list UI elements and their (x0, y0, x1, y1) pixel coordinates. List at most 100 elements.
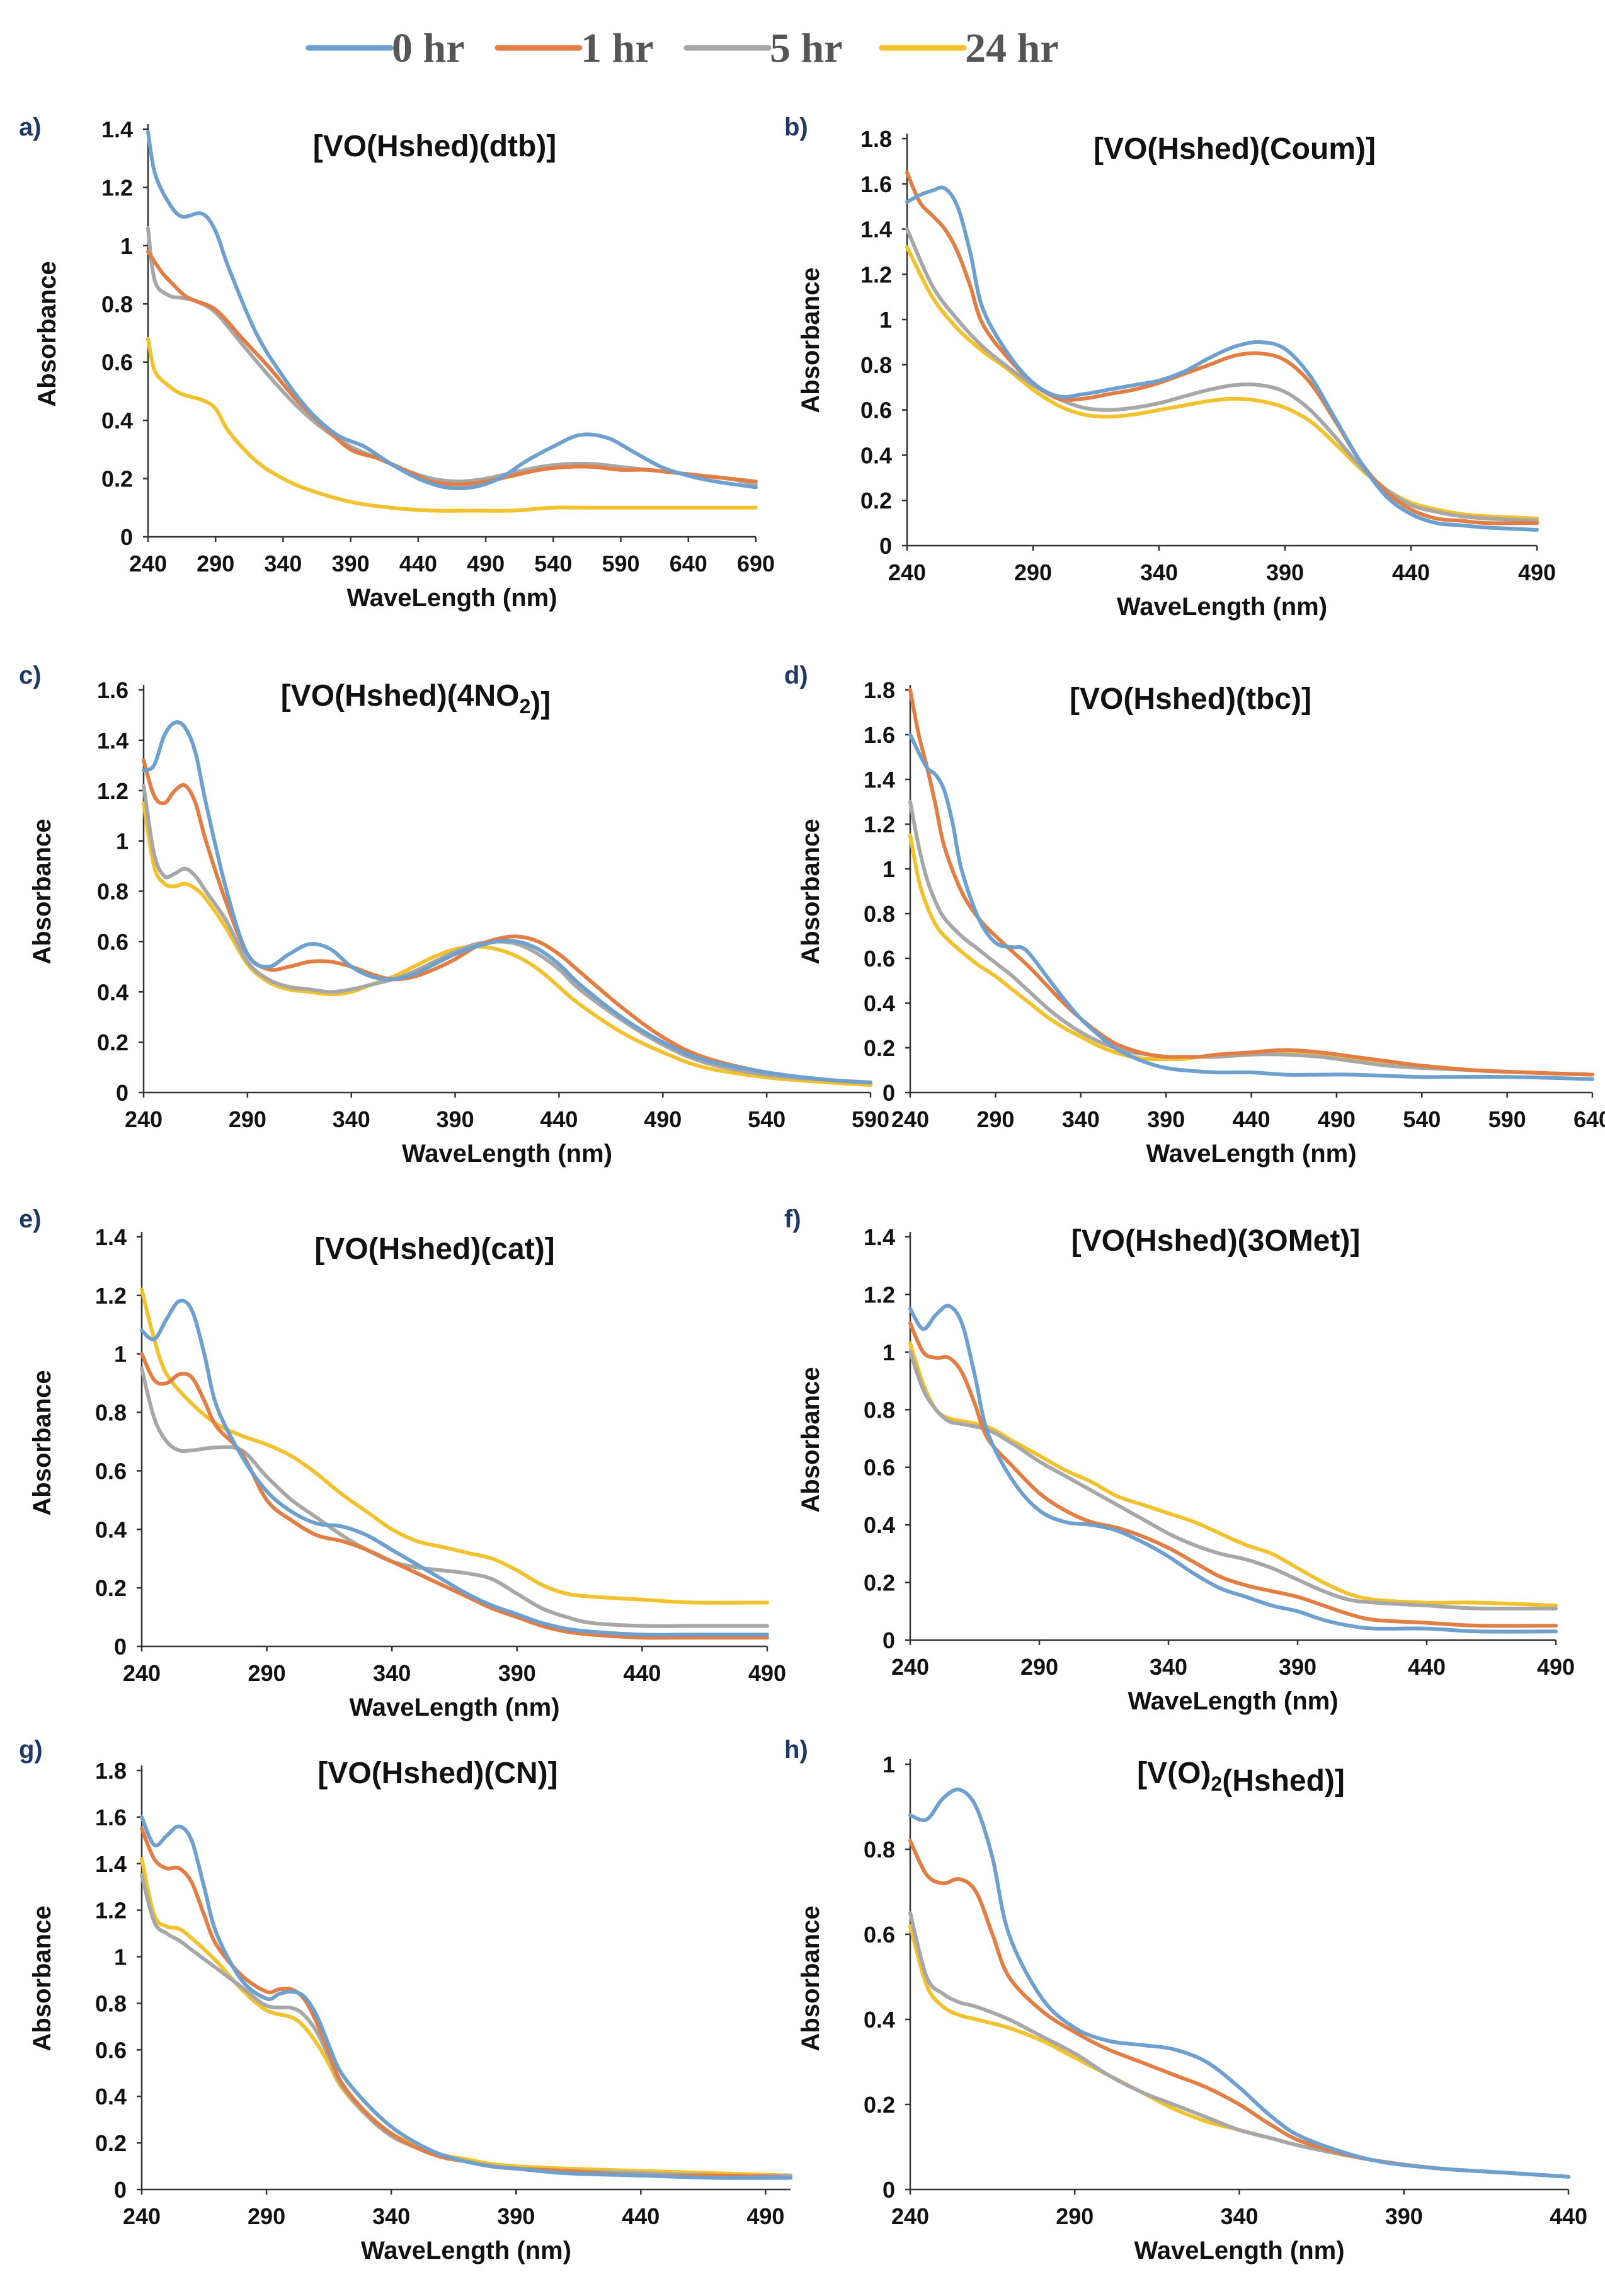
y-tick-label: 1.6 (97, 677, 129, 703)
chart-panel: f) [VO(Hshed)(3OMet)] 0 0.2 0.4 0.6 0.8 1 1.2 1.4… (784, 1205, 1575, 1715)
x-tick-label: 540 (534, 551, 572, 577)
legend-label: 1 hr (581, 25, 654, 71)
y-tick-label: 1.2 (864, 1282, 895, 1307)
y-tick-label: 1.6 (95, 1805, 127, 1830)
legend-item: 1 hr (494, 25, 654, 71)
y-tick-label: 1.8 (95, 1758, 127, 1784)
y-tick-label: 0.2 (95, 2130, 127, 2156)
panel-letter: e) (19, 1205, 42, 1233)
series-line-1hr (140, 1827, 792, 2180)
x-tick-label: 290 (1014, 560, 1052, 585)
x-tick-label: 240 (888, 560, 926, 585)
x-tick-label: 490 (1318, 1106, 1356, 1132)
y-tick-label: 0.2 (864, 1570, 895, 1596)
y-tick-label: 0.6 (97, 929, 129, 955)
series-line-24hr (908, 1924, 1570, 2179)
series-line-0hr (140, 1815, 792, 2180)
y-tick-label: 1.2 (101, 175, 133, 200)
y-axis-label: Absorbance (797, 267, 825, 413)
series-line-0hr (908, 1788, 1570, 2179)
chart-title: [VO(Hshed)(3OMet)] (1071, 1224, 1361, 1258)
y-tick-label: 0 (114, 1634, 127, 1660)
y-tick-label: 1.4 (864, 1224, 895, 1250)
x-tick-label: 390 (498, 1660, 536, 1686)
y-tick-label: 0.2 (95, 1575, 127, 1601)
y-axis-label: Absorbance (797, 1367, 825, 1512)
y-tick-label: 1 (114, 1341, 127, 1367)
y-tick-label: 0.2 (860, 488, 892, 514)
y-tick-label: 0.8 (95, 1400, 127, 1426)
x-tick-label: 340 (373, 1660, 411, 1686)
legend-item: 5 hr (683, 25, 843, 71)
y-tick-label: 1 (120, 233, 133, 259)
y-axis-label: Absorbance (28, 1370, 56, 1515)
x-tick-label: 490 (746, 2203, 784, 2229)
y-tick-label: 0.8 (864, 901, 895, 927)
x-tick-label: 340 (1150, 1654, 1187, 1680)
panel-letter: c) (19, 662, 42, 689)
y-tick-label: 0.4 (864, 990, 895, 1016)
series-line-5hr (908, 1350, 1558, 1611)
x-tick-label: 390 (437, 1106, 474, 1132)
x-tick-label: 390 (1147, 1106, 1185, 1132)
y-tick-label: 0.8 (864, 1397, 895, 1423)
y-tick-label: 0.4 (97, 979, 129, 1005)
x-tick-label: 440 (623, 1660, 661, 1686)
chart-title: [VO(Hshed)(CN)] (317, 1757, 557, 1790)
y-tick-label: 0.4 (864, 1512, 895, 1538)
y-axis-label: Absorbance (28, 1905, 56, 2051)
y-tick-label: 1 (882, 856, 895, 882)
x-tick-label: 290 (976, 1106, 1014, 1132)
y-tick-label: 0.2 (864, 1035, 895, 1061)
x-tick-label: 490 (467, 551, 505, 577)
panel-letter: g) (19, 1736, 43, 1764)
x-tick-label: 690 (737, 551, 775, 577)
y-tick-label: 0.6 (95, 1458, 127, 1484)
x-tick-label: 590 (1488, 1106, 1526, 1132)
panel-letter: a) (19, 113, 42, 141)
x-tick-label: 490 (644, 1106, 682, 1132)
y-axis-label: Absorbance (797, 1905, 825, 2051)
y-tick-label: 1 (116, 829, 129, 854)
series-line-1hr (908, 688, 1594, 1077)
y-tick-label: 0 (882, 1627, 895, 1653)
chart-panel: d) [VO(Hshed)(tbc)] 0 0.2 0.4 0.6 0.8 1 1.2 1.4 1.… (784, 662, 1605, 1168)
y-tick-label: 1.6 (864, 722, 895, 748)
x-tick-label: 290 (197, 551, 234, 577)
chart-title: [VO(Hshed)(dtb)] (313, 130, 557, 163)
x-tick-label: 490 (748, 1660, 786, 1686)
y-tick-label: 0.4 (95, 2084, 127, 2109)
series-line-0hr (908, 733, 1594, 1081)
x-tick-label: 440 (1408, 1654, 1446, 1680)
y-tick-label: 0 (882, 1080, 895, 1106)
x-tick-label: 240 (123, 1660, 161, 1686)
series-line-24hr (140, 1287, 769, 1605)
y-tick-label: 0.4 (101, 408, 133, 433)
x-tick-label: 390 (1266, 560, 1304, 585)
x-tick-label: 440 (1232, 1106, 1270, 1132)
panel-letter: d) (784, 662, 808, 689)
x-tick-label: 440 (540, 1106, 578, 1132)
series-line-5hr (142, 783, 872, 1084)
x-tick-label: 240 (129, 551, 167, 577)
chart-panel: b) [VO(Hshed)(Coum)] 0 0.2 0.4 0.6 0.8 1 1.2 1.4 1… (784, 113, 1556, 621)
chart-panel: e) [VO(Hshed)(cat)] 0 0.2 0.4 0.6 0.8 1 1.2 1.4 24… (19, 1205, 786, 1721)
series-line-24hr (142, 801, 872, 1087)
y-tick-label: 0.6 (864, 946, 895, 972)
y-tick-label: 0.4 (860, 442, 892, 468)
x-tick-label: 390 (332, 551, 370, 577)
series-line-1hr (146, 250, 758, 486)
series-line-5hr (908, 800, 1594, 1077)
x-tick-label: 290 (248, 1660, 286, 1686)
y-tick-label: 1 (879, 307, 892, 333)
y-tick-label: 1.4 (860, 217, 892, 243)
y-tick-label: 0.8 (860, 352, 892, 378)
y-tick-label: 0.6 (864, 1922, 895, 1948)
x-tick-label: 540 (1403, 1106, 1441, 1132)
y-tick-label: 1.4 (97, 728, 129, 754)
y-axis-label: Absorbance (797, 818, 825, 964)
y-tick-label: 0 (116, 1080, 129, 1106)
series-line-0hr (142, 720, 872, 1084)
y-tick-label: 1.4 (95, 1851, 127, 1877)
x-axis-label: WaveLength (nm) (1134, 2237, 1344, 2264)
